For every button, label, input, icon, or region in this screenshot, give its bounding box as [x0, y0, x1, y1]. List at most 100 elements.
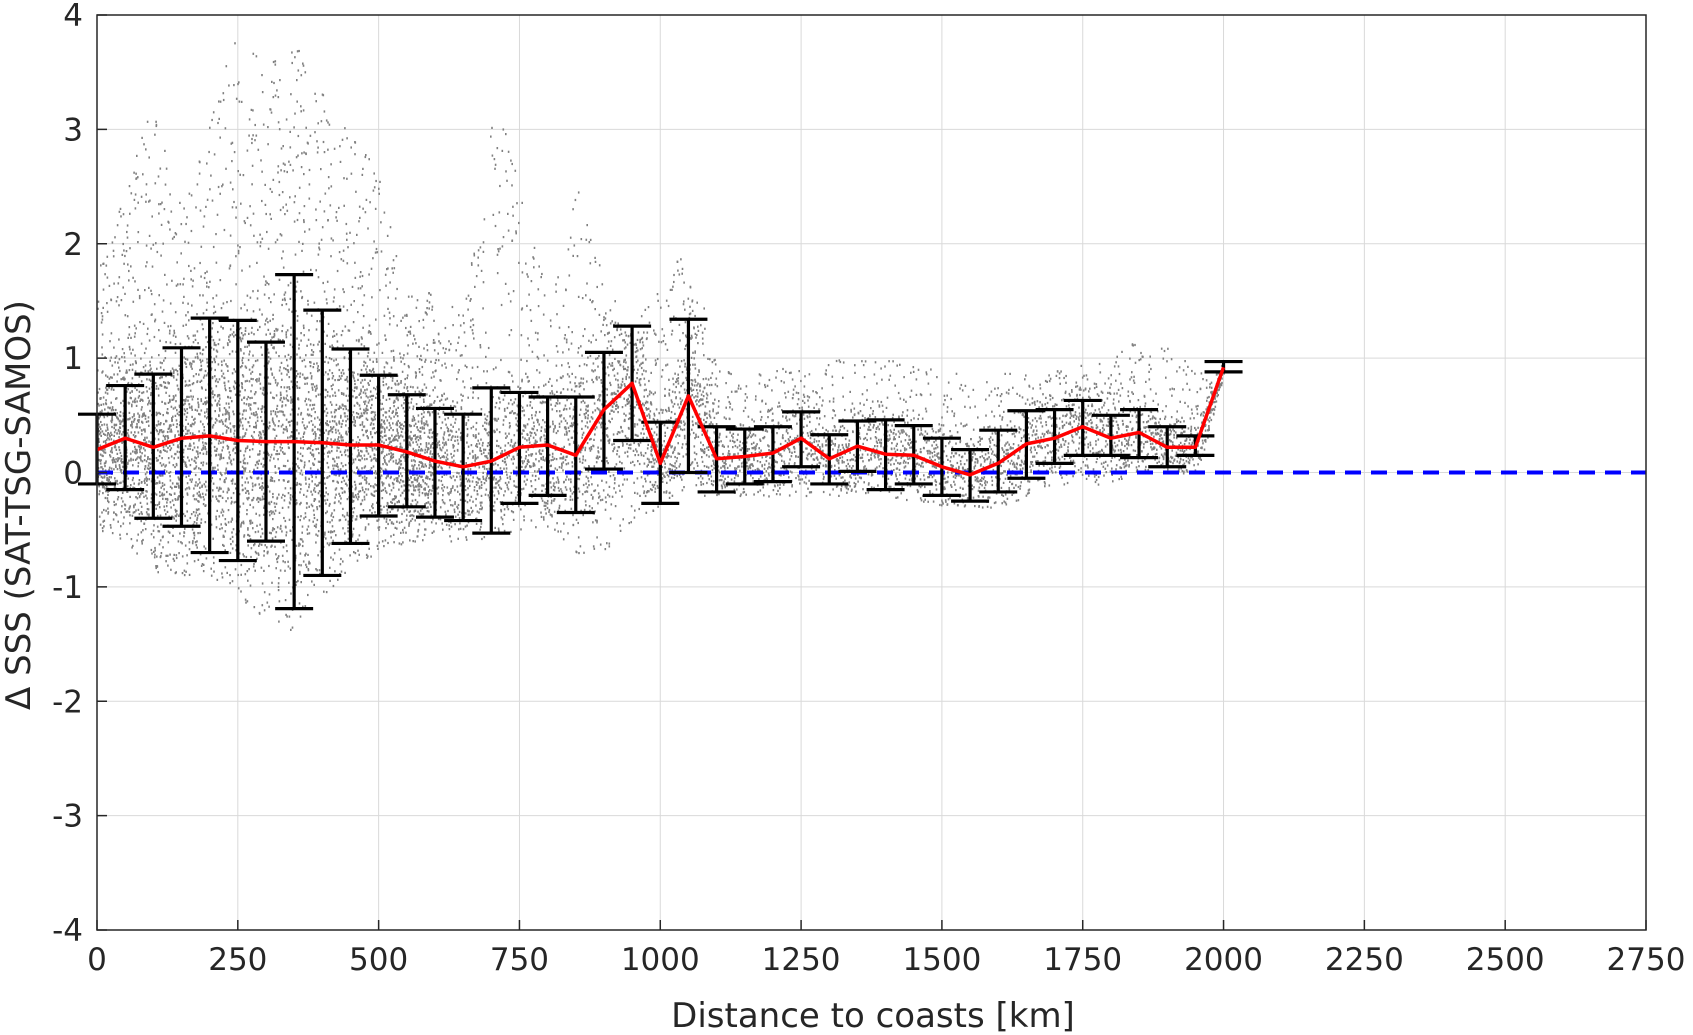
scatter-point — [232, 385, 235, 388]
scatter-point — [222, 302, 225, 305]
scatter-point — [105, 438, 108, 441]
scatter-point — [146, 479, 148, 482]
scatter-point — [385, 338, 387, 341]
scatter-point — [296, 423, 299, 426]
scatter-point — [252, 290, 254, 293]
scatter-point — [98, 423, 100, 426]
scatter-point — [233, 368, 235, 371]
scatter-point — [140, 408, 143, 411]
scatter-point — [175, 368, 177, 371]
scatter-point — [210, 523, 213, 526]
scatter-point — [396, 477, 399, 480]
scatter-point — [284, 599, 287, 602]
scatter-point — [357, 549, 359, 552]
scatter-point — [138, 419, 140, 422]
scatter-point — [394, 435, 396, 439]
scatter-point — [372, 494, 375, 497]
scatter-point — [237, 244, 239, 247]
scatter-point — [252, 565, 255, 568]
scatter-point — [263, 506, 265, 509]
scatter-point — [115, 448, 118, 451]
scatter-point — [409, 510, 411, 513]
scatter-point — [263, 464, 265, 467]
scatter-point — [396, 479, 398, 483]
scatter-point — [120, 420, 123, 423]
scatter-point — [326, 334, 328, 337]
scatter-point — [383, 366, 386, 369]
scatter-point — [213, 445, 216, 449]
scatter-point — [144, 428, 146, 431]
scatter-point — [147, 327, 149, 330]
scatter-point — [316, 534, 319, 537]
scatter-point — [117, 428, 120, 432]
scatter-point — [394, 438, 397, 441]
scatter-point — [369, 455, 372, 458]
scatter-point — [303, 493, 305, 496]
scatter-point — [310, 268, 312, 271]
scatter-point — [247, 534, 250, 537]
scatter-point — [344, 127, 346, 130]
scatter-point — [313, 489, 315, 492]
scatter-point — [135, 426, 137, 429]
scatter-point — [164, 273, 166, 276]
scatter-point — [227, 369, 229, 372]
scatter-point — [310, 353, 313, 356]
scatter-point — [153, 303, 156, 306]
scatter-point — [336, 446, 339, 449]
scatter-point — [399, 421, 401, 425]
scatter-point — [312, 428, 314, 431]
scatter-point — [248, 496, 250, 499]
scatter-point — [389, 281, 391, 284]
scatter-point — [222, 413, 224, 416]
scatter-point — [116, 412, 118, 415]
scatter-point — [338, 446, 340, 450]
scatter-point — [338, 368, 341, 372]
scatter-point — [212, 339, 215, 342]
scatter-point — [133, 419, 136, 422]
scatter-point — [364, 361, 367, 364]
scatter-point — [129, 247, 131, 250]
scatter-point — [281, 298, 284, 301]
scatter-point — [278, 600, 281, 603]
scatter-point — [288, 501, 291, 504]
scatter-point — [255, 552, 258, 555]
scatter-point — [392, 522, 395, 525]
scatter-point — [147, 456, 149, 459]
scatter-point — [118, 448, 121, 452]
scatter-point — [176, 373, 179, 376]
scatter-point — [110, 421, 113, 424]
scatter-point — [174, 465, 176, 469]
scatter-point — [206, 410, 208, 413]
scatter-point — [272, 510, 274, 513]
scatter-point — [201, 563, 204, 566]
scatter-point — [195, 498, 198, 501]
scatter-point — [233, 151, 236, 154]
scatter-point — [212, 297, 214, 300]
scatter-point — [205, 346, 207, 349]
scatter-point — [131, 403, 133, 406]
scatter-point — [373, 415, 376, 419]
scatter-point — [335, 409, 337, 412]
scatter-point — [186, 429, 189, 432]
scatter-point — [107, 436, 109, 440]
scatter-point — [299, 503, 301, 506]
scatter-point — [210, 442, 213, 445]
scatter-point — [178, 451, 181, 454]
scatter-point — [110, 438, 113, 441]
scatter-point — [241, 417, 244, 420]
scatter-point — [361, 428, 364, 432]
scatter-point — [199, 495, 201, 498]
scatter-point — [215, 518, 218, 521]
scatter-point — [373, 386, 375, 390]
scatter-point — [272, 396, 274, 399]
scatter-point — [354, 458, 357, 461]
scatter-point — [407, 295, 410, 298]
scatter-point — [264, 203, 267, 206]
scatter-point — [144, 473, 147, 476]
scatter-point — [346, 380, 349, 383]
scatter-point — [261, 353, 263, 356]
scatter-point — [418, 320, 420, 323]
scatter-point — [334, 394, 337, 397]
scatter-point — [331, 530, 334, 534]
scatter-point — [398, 467, 400, 470]
